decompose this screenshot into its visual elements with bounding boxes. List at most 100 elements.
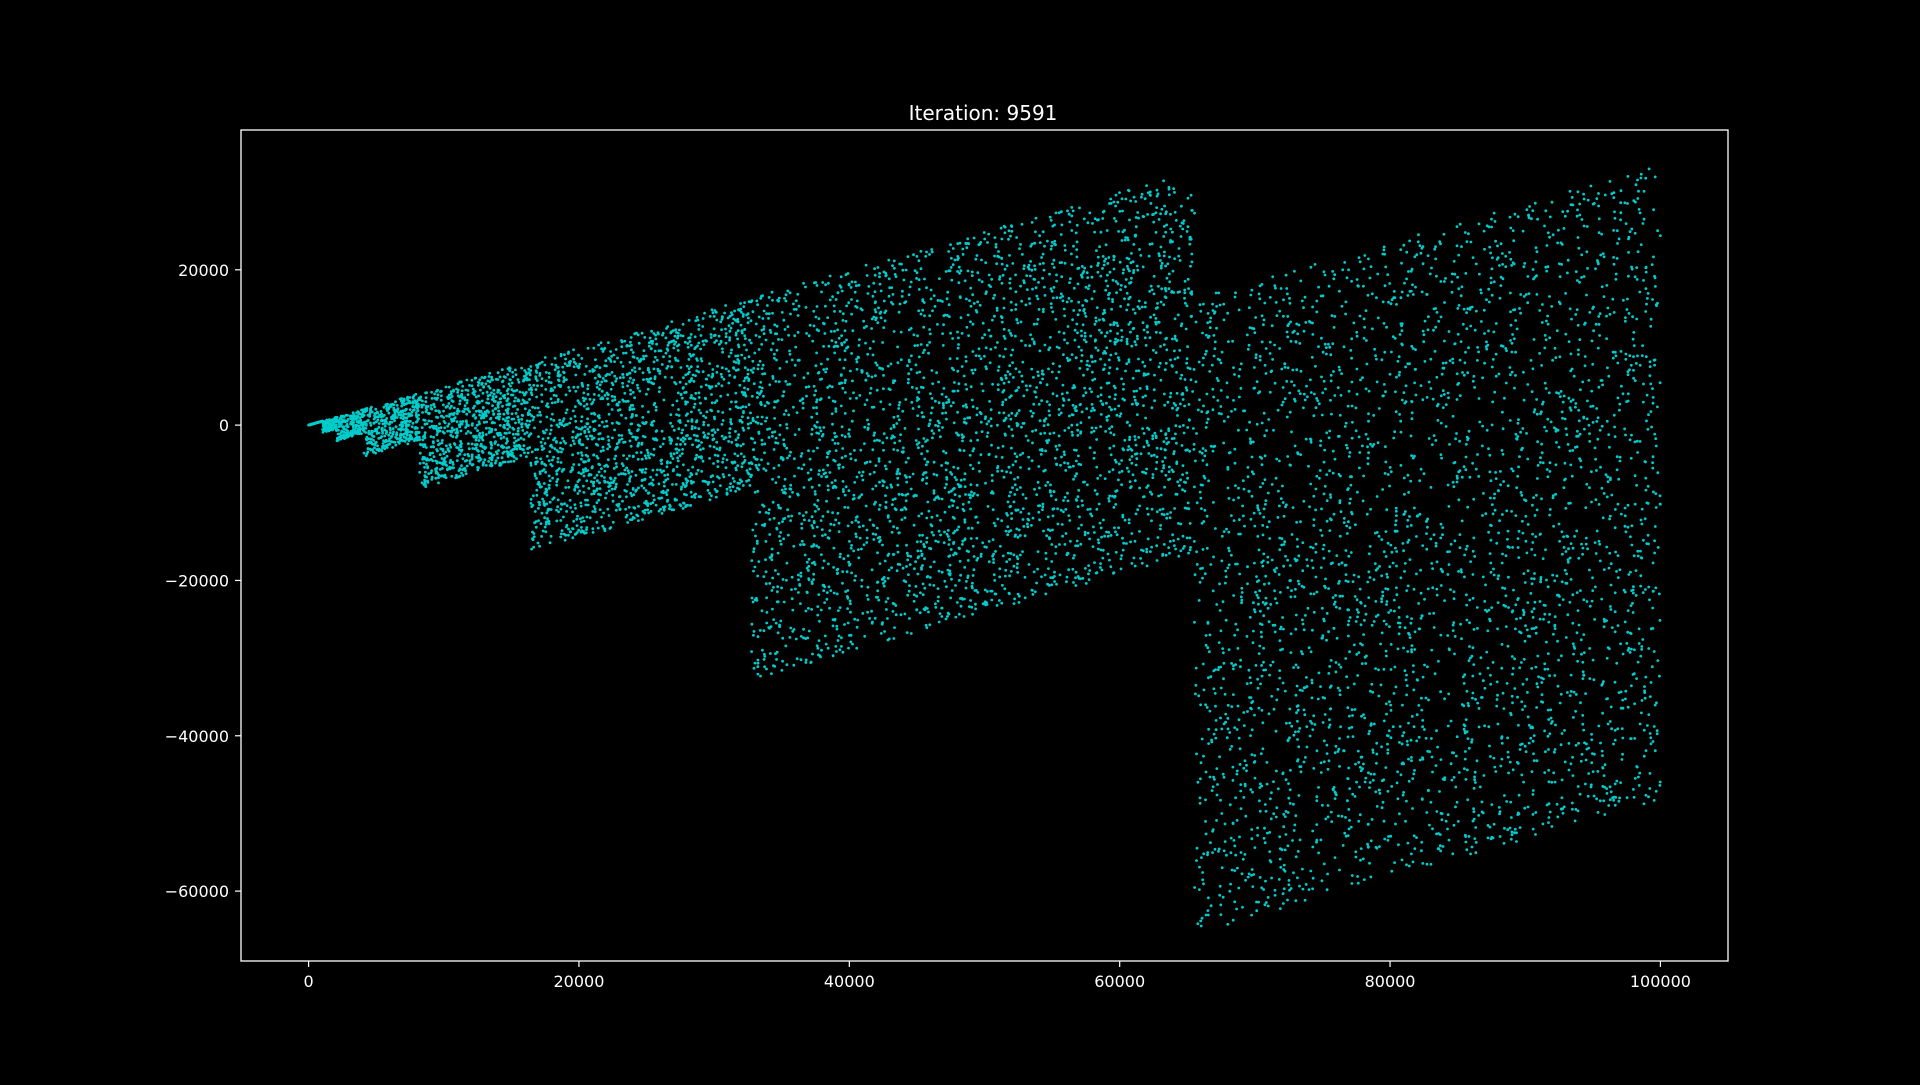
scatter-point (656, 468, 659, 472)
scatter-point (625, 457, 629, 461)
scatter-point (600, 389, 604, 393)
scatter-point (635, 331, 638, 335)
scatter-point (535, 456, 538, 460)
scatter-point (713, 453, 717, 457)
scatter-point (804, 385, 808, 389)
scatter-point (366, 447, 370, 450)
scatter-point (370, 433, 374, 437)
scatter-point (708, 362, 711, 365)
scatter-point (733, 309, 736, 313)
scatter-point (582, 474, 586, 478)
scatter-point (565, 408, 569, 412)
scatter-point (662, 469, 665, 473)
scatter-point (539, 457, 543, 461)
scatter-point (1183, 489, 1187, 493)
scatter-point (652, 360, 656, 364)
scatter-point (1135, 369, 1138, 373)
scatter-point (1060, 275, 1064, 279)
scatter-point (613, 428, 616, 432)
scatter-point (464, 472, 468, 476)
scatter-point (569, 444, 573, 447)
scatter-point (487, 410, 490, 414)
scatter-point (1050, 289, 1054, 293)
scatter-point (675, 399, 679, 403)
scatter-point (999, 544, 1002, 548)
scatter-point (517, 418, 521, 421)
scatter-point (634, 414, 638, 417)
scatter-point (819, 362, 823, 366)
scatter-point (1154, 317, 1158, 320)
scatter-point (1073, 328, 1077, 332)
scatter-point (995, 309, 999, 312)
scatter-point (664, 478, 668, 482)
scatter-point (749, 475, 753, 479)
scatter-point (919, 591, 922, 595)
scatter-point (459, 429, 463, 433)
scatter-point (868, 617, 871, 620)
scatter-point (505, 437, 509, 441)
scatter-point (1125, 466, 1129, 470)
scatter-point (733, 480, 736, 483)
scatter-point (441, 448, 445, 451)
scatter-point (421, 457, 424, 461)
scatter-point (821, 515, 825, 518)
scatter-point (546, 517, 549, 521)
scatter-point (1185, 361, 1188, 365)
scatter-point (1098, 318, 1101, 322)
scatter-point (577, 365, 581, 369)
scatter-point (405, 424, 408, 428)
scatter-point (545, 404, 548, 408)
scatter-point (362, 413, 366, 417)
scatter-point (564, 411, 568, 415)
scatter-point (552, 455, 555, 459)
scatter-point (1017, 601, 1021, 604)
scatter-point (1155, 544, 1159, 548)
scatter-point (659, 468, 662, 472)
scatter-point (1132, 389, 1136, 393)
scatter-point (1119, 567, 1123, 571)
scatter-point (490, 458, 494, 462)
scatter-point (477, 394, 480, 398)
scatter-point (1074, 584, 1078, 587)
scatter-point (345, 424, 349, 428)
scatter-point (937, 529, 941, 533)
scatter-point (690, 394, 693, 397)
scatter-point (342, 434, 346, 437)
scatter-point (326, 419, 330, 422)
scatter-point (441, 461, 445, 465)
scatter-point (881, 479, 885, 483)
scatter-point (896, 361, 900, 365)
scatter-point (1118, 209, 1122, 213)
scatter-point (724, 335, 728, 339)
scatter-point (649, 377, 653, 380)
scatter-point (716, 428, 720, 432)
scatter-point (1043, 244, 1046, 248)
scatter-point (760, 415, 764, 419)
scatter-point (1061, 299, 1065, 303)
scatter-point (631, 435, 635, 439)
scatter-point (790, 597, 794, 601)
scatter-point (435, 433, 439, 436)
scatter-point (428, 451, 432, 455)
scatter-point (523, 369, 527, 372)
scatter-point (600, 467, 603, 470)
scatter-point (674, 447, 678, 451)
scatter-point (624, 507, 627, 511)
scatter-point (1139, 254, 1143, 257)
scatter-point (751, 528, 755, 532)
scatter-point (348, 431, 351, 435)
scatter-point (433, 392, 436, 396)
scatter-point (913, 567, 916, 571)
scatter-point (457, 423, 461, 426)
scatter-point (434, 467, 437, 471)
scatter-point (752, 367, 756, 370)
scatter-point (946, 290, 950, 294)
scatter-point (1088, 211, 1092, 215)
scatter-point (1086, 531, 1090, 535)
scatter-point (585, 435, 588, 438)
scatter-point (858, 536, 862, 540)
scatter-point (540, 511, 544, 515)
scatter-point (427, 419, 431, 423)
scatter-point (565, 510, 568, 513)
scatter-point (393, 441, 397, 444)
